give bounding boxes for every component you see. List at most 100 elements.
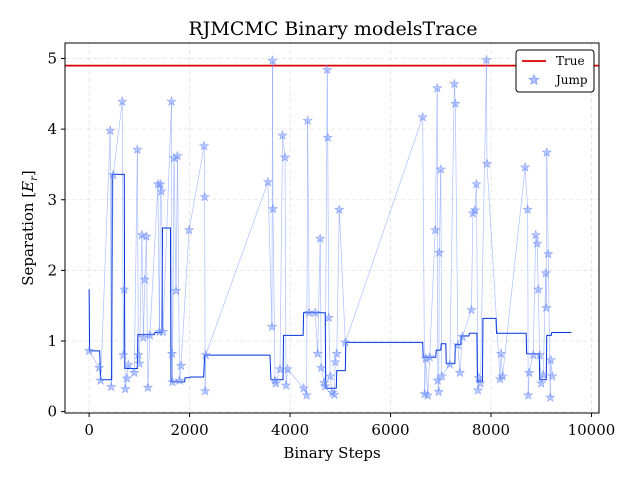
jump-marker-4	[106, 381, 117, 392]
jump-marker-12	[129, 367, 140, 378]
x-tick-label-0: 0	[84, 421, 94, 439]
y-axis-title: Separation [Er]	[19, 170, 40, 286]
jump-marker-69	[334, 204, 345, 215]
jump-marker-41	[266, 321, 278, 332]
jump-marker-51	[298, 382, 309, 393]
jump-connector-101	[524, 167, 529, 210]
jump-marker-21	[144, 329, 156, 340]
jump-marker-91	[469, 204, 481, 215]
jump-marker-68	[331, 348, 342, 359]
jump-connector-37	[204, 196, 206, 392]
x-tick-label-5: 10000	[568, 421, 616, 439]
jump-connector-77	[436, 88, 439, 381]
jump-marker-33	[174, 375, 185, 385]
y-tick-label-5: 5	[47, 50, 57, 68]
jump-connector-49	[285, 369, 288, 386]
jump-marker-28	[166, 348, 178, 359]
plot-frame	[64, 42, 600, 414]
jump-connector-83	[449, 83, 455, 365]
jump-connector-52	[306, 120, 308, 396]
jump-connector-106	[535, 234, 538, 244]
jump-marker-111	[538, 369, 549, 380]
legend-true-label: True	[556, 54, 585, 68]
y-tick-label-4: 4	[47, 120, 57, 138]
jump-marker-30	[168, 152, 180, 163]
grid	[65, 43, 599, 413]
jump-connector-40	[267, 182, 273, 327]
jump-marker-80	[434, 247, 445, 258]
jump-marker-71	[417, 111, 428, 122]
x-tick-label-3: 6000	[371, 421, 409, 439]
jump-connector-114	[546, 152, 549, 255]
jump-marker-49	[280, 379, 292, 390]
jump-marker-87	[454, 367, 466, 378]
jump-connector-81	[440, 169, 443, 377]
jump-connector-22	[157, 184, 160, 332]
jump-connector-64	[329, 376, 333, 393]
jump-marker-39	[200, 349, 211, 360]
jump-marker-118	[547, 370, 558, 381]
jump-marker-73	[420, 353, 431, 364]
jump-connector-85	[454, 103, 459, 346]
jump-connector-100	[502, 167, 526, 377]
jump-marker-110	[536, 377, 547, 388]
y-tick-label-2: 2	[47, 261, 57, 279]
jump-connector-16	[141, 235, 144, 338]
jump-connector-67	[334, 353, 338, 363]
jump-marker-89	[466, 304, 477, 315]
jump-marker-70	[340, 336, 351, 347]
jump-marker-18	[139, 274, 151, 284]
jump-marker-20	[142, 382, 154, 393]
jump-connector-95	[480, 59, 487, 384]
jump-marker-17	[138, 331, 149, 342]
legend-jump-swatch	[527, 73, 541, 86]
y-tick-label-0: 0	[47, 403, 57, 421]
jump-connector-74	[427, 357, 431, 396]
jump-connector-62	[327, 137, 330, 318]
jump-marker-7	[118, 349, 129, 360]
jump-marker-42	[267, 55, 278, 66]
jump-marker-40	[262, 176, 274, 187]
jump-marker-11	[123, 359, 134, 370]
jump-marker-60	[320, 380, 331, 391]
jump-marker-84	[449, 78, 460, 89]
jump-marker-96	[481, 54, 492, 65]
jump-marker-61	[322, 64, 333, 75]
jump-connector-29	[172, 158, 175, 382]
jump-connector-116	[549, 360, 552, 398]
jump-marker-93	[472, 384, 484, 395]
jump-marker-34	[175, 360, 187, 371]
jump-marker-99	[495, 348, 507, 359]
jump-marker-81	[435, 163, 446, 174]
jump-marker-79	[433, 386, 444, 397]
jump-marker-47	[277, 130, 288, 140]
jump-marker-113	[541, 302, 552, 313]
jump-marker-100	[497, 370, 508, 381]
jump-connector-15	[138, 235, 143, 364]
jump-connector-21	[149, 184, 159, 336]
jump-marker-74	[422, 389, 433, 400]
jump-marker-101	[519, 161, 531, 172]
jump-connector-96	[486, 59, 488, 164]
jump-connector-30	[173, 158, 177, 291]
jump-connector-66	[333, 362, 336, 395]
legend-jump-label: Jump	[554, 73, 588, 87]
jump-connector-117	[550, 360, 553, 377]
jump-connector-97	[486, 163, 501, 380]
jump-marker-37	[199, 191, 210, 202]
jump-marker-108	[533, 283, 544, 294]
jump-connector-36	[203, 146, 206, 197]
jump-marker-5	[108, 169, 119, 180]
jump-connector-46	[279, 135, 283, 370]
jump-marker-104	[523, 367, 535, 378]
jump-marker-32	[172, 150, 183, 161]
jump-marker-48	[279, 151, 291, 162]
jump-connector-108	[537, 289, 541, 356]
jump-connector-63	[328, 317, 331, 377]
jump-marker-62	[322, 132, 333, 143]
jump-marker-97	[481, 158, 493, 169]
jump-marker-16	[136, 229, 148, 240]
jump-marker-115	[543, 248, 554, 259]
jump-marker-83	[444, 358, 456, 369]
jump-connector-107	[536, 243, 539, 290]
